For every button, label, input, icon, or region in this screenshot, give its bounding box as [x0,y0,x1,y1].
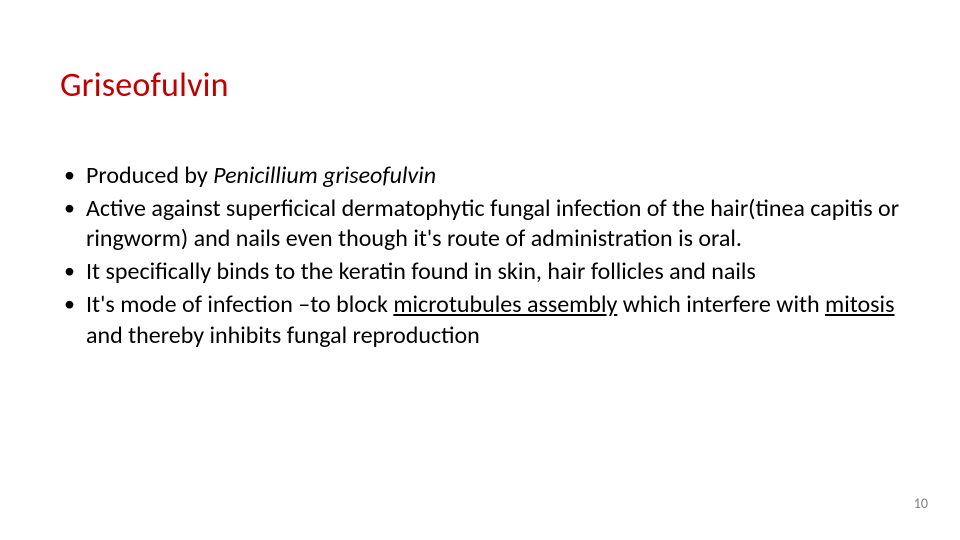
bullet-text: and thereby inhibits fungal reproduction [86,321,480,350]
slide-title: Griseofulvin [60,65,900,106]
bullet-item: Produced by Penicillium griseofulvin [60,161,900,192]
bullet-text: Active against superficical dermatophyti… [86,194,899,254]
bullet-underline: microtubules assembly [393,290,617,319]
bullet-text: It specifically binds to the keratin fou… [86,257,756,286]
bullet-text: Produced by [86,161,213,190]
page-number: 10 [914,495,928,512]
bullet-item: It specifically binds to the keratin fou… [60,257,900,288]
slide: Griseofulvin Produced by Penicillium gri… [0,0,960,540]
bullet-item: Active against superficical dermatophyti… [60,194,900,255]
bullet-italic: Penicillium griseofulvin [213,161,436,190]
bullet-text: It's mode of infection –to block [86,290,393,319]
bullet-list: Produced by Penicillium griseofulvin Act… [60,161,900,351]
bullet-text: which interfere with [617,290,825,319]
bullet-underline: mitosis [825,290,894,319]
bullet-item: It's mode of infection –to block microtu… [60,290,900,351]
